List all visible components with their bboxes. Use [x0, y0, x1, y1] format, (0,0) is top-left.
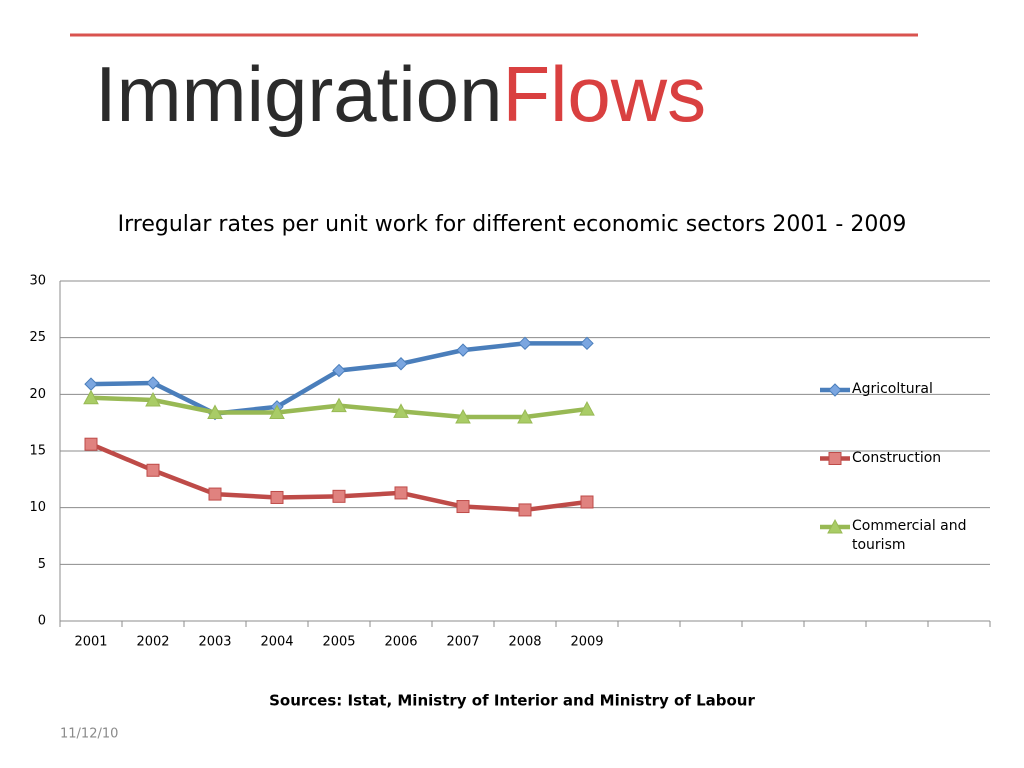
date: 11/12/10 — [60, 727, 118, 742]
point — [84, 437, 98, 451]
point — [517, 408, 533, 424]
logo-dark: Immigration — [95, 50, 502, 138]
y-tick-label: 20 — [29, 387, 46, 402]
x-tick-label: 2001 — [74, 635, 107, 650]
x-tick-label: 2005 — [322, 635, 355, 650]
x-tick-label: 2007 — [446, 635, 479, 650]
source: Sources: Istat, Ministry of Interior and… — [269, 692, 755, 710]
point — [83, 389, 99, 405]
legend-label: Agricoltural — [852, 381, 933, 397]
point — [332, 363, 346, 378]
legend-marker — [828, 383, 842, 397]
point — [394, 486, 408, 500]
point — [518, 336, 532, 351]
point — [456, 500, 470, 514]
y-tick-label: 5 — [38, 557, 46, 572]
legend-label: Construction — [852, 449, 942, 466]
chart-title: Irregular rates per unit work for differ… — [118, 212, 907, 237]
logo-red: Flows — [502, 50, 706, 138]
x-tick-label: 2006 — [384, 635, 417, 650]
point — [331, 397, 347, 413]
x-tick-label: 2003 — [198, 635, 231, 650]
y-tick-label: 30 — [29, 274, 46, 289]
point — [270, 490, 284, 504]
logo: ImmigrationFlows — [95, 50, 706, 138]
y-tick-label: 0 — [38, 614, 46, 629]
x-tick-label: 2002 — [136, 635, 169, 650]
point — [580, 495, 594, 509]
legend-marker — [828, 452, 842, 465]
point — [580, 336, 594, 351]
y-tick-label: 10 — [29, 500, 46, 515]
point — [269, 404, 285, 419]
point — [146, 463, 160, 477]
point — [146, 376, 160, 390]
point — [84, 377, 98, 391]
point — [207, 404, 223, 419]
legend-label: Commercial and tourism — [852, 518, 967, 553]
x-tick-label: 2004 — [260, 635, 293, 650]
legend-marker — [827, 518, 843, 534]
point — [332, 489, 346, 503]
point — [518, 503, 532, 517]
point — [393, 403, 409, 418]
x-tick-label: 2008 — [508, 635, 541, 650]
x-tick-label: 2009 — [570, 635, 603, 650]
y-tick-label: 15 — [29, 444, 46, 459]
point — [455, 408, 471, 424]
point — [394, 357, 408, 371]
point — [456, 343, 470, 357]
point — [208, 487, 222, 501]
point — [579, 401, 595, 416]
y-tick-label: 25 — [29, 330, 46, 345]
point — [145, 391, 161, 407]
